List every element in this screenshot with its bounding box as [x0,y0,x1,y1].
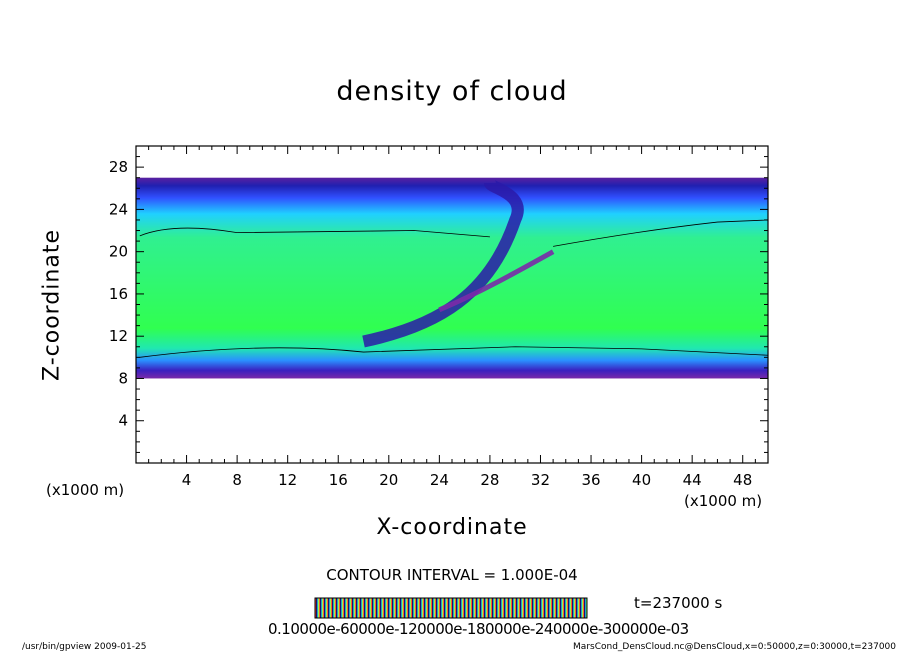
x-tick-label: 44 [683,471,702,489]
x-unit-left: (x1000 m) [46,481,125,499]
y-tick-label: 4 [118,412,128,430]
y-tick-label: 12 [109,327,128,345]
x-unit-right: (x1000 m) [684,492,763,510]
colorbar [314,597,588,619]
contour-interval-note: CONTOUR INTERVAL = 1.000E-04 [326,566,578,584]
x-axis-label: X-coordinate [376,515,528,540]
contour-lower [139,346,768,358]
x-tick-label: 12 [278,471,297,489]
x-tick-label: 8 [232,471,242,489]
y-tick-label: 28 [109,158,128,176]
x-tick-label: 48 [733,471,752,489]
heatmap-field [136,177,768,379]
contour-upper-right [553,219,768,247]
chart-title: density of cloud [336,76,568,107]
x-tick-label: 36 [581,471,600,489]
x-tick-label: 24 [430,471,449,489]
x-tick-label: 40 [632,471,651,489]
y-tick-label: 8 [118,369,128,387]
colorbar-labels: 0.10000e-60000e-120000e-180000e-240000e-… [268,620,689,638]
x-tick-label: 28 [480,471,499,489]
x-tick-label: 32 [531,471,550,489]
y-tick-label: 16 [109,285,128,303]
footer-command: /usr/bin/gpview 2009-01-25 [22,642,147,652]
y-tick-label: 24 [109,200,128,218]
y-tick-label: 20 [109,243,128,261]
axis-ticks [136,146,768,463]
footer-source: MarsCond_DensCloud.nc@DensCloud,x=0:5000… [573,642,896,652]
dense-streak [362,179,524,348]
time-label: t=237000 s [634,594,723,612]
y-axis-label: Z-coordinate [39,229,65,381]
dense-streak-core [438,249,555,313]
cloud-layer [136,177,768,379]
x-tick-label: 16 [329,471,348,489]
x-tick-label: 20 [379,471,398,489]
x-tick-label: 4 [182,471,192,489]
contour-upper-left [139,227,490,238]
